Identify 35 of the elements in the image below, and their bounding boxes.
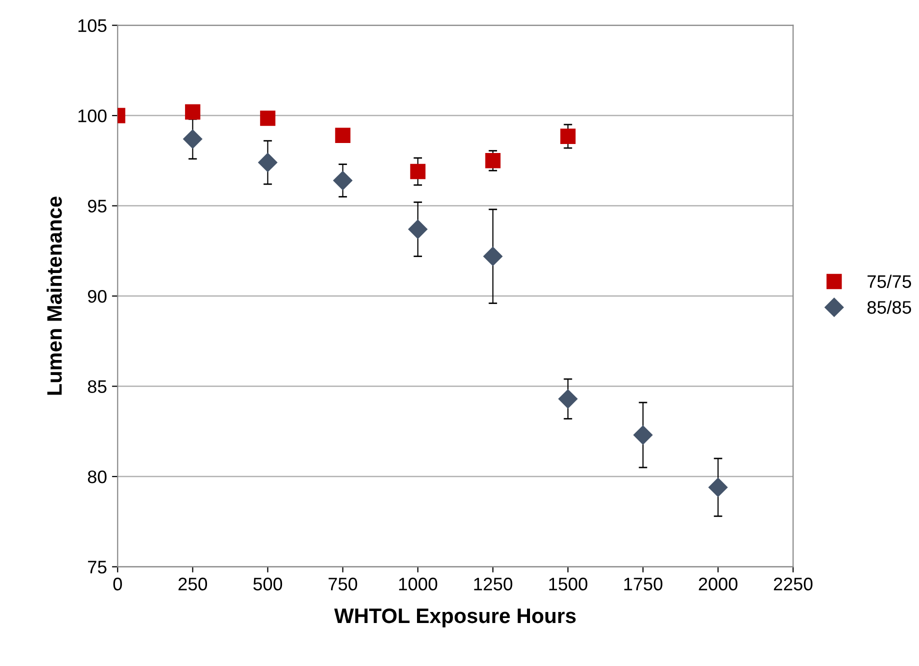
- y-tick-label: 95: [88, 200, 106, 213]
- legend-label: 85/85: [867, 300, 912, 314]
- point: [560, 128, 576, 144]
- y-tick-label: 100: [78, 109, 107, 122]
- y-axis-title: Lumen Maintenance: [46, 196, 62, 395]
- point: [410, 164, 426, 180]
- point: [333, 170, 352, 190]
- x-tick-label: 0: [113, 578, 122, 590]
- point: [485, 153, 501, 168]
- y-tick-label: 90: [88, 290, 107, 303]
- legend-label: 75/75: [868, 274, 912, 288]
- x-tick-label: 1750: [624, 578, 662, 590]
- x-tick-label: 750: [328, 578, 358, 590]
- x-tick-label: 1500: [549, 578, 588, 590]
- x-tick-label: 2000: [698, 578, 738, 590]
- point: [185, 104, 200, 120]
- x-tick-label: 1000: [399, 578, 438, 590]
- point: [558, 389, 578, 408]
- point: [183, 129, 202, 149]
- x-tick-label: 250: [178, 578, 208, 590]
- x-tick-label: 2250: [774, 578, 812, 590]
- x-tick-label: 500: [253, 578, 282, 590]
- y-tick-label: 80: [88, 470, 107, 484]
- point: [260, 110, 276, 126]
- point: [258, 152, 278, 172]
- point: [708, 478, 728, 497]
- y-tick-label: 105: [78, 19, 106, 32]
- point: [335, 128, 350, 144]
- x-axis-title: WHTOL Exposure Hours: [334, 608, 576, 628]
- point: [408, 220, 428, 239]
- point: [633, 425, 653, 445]
- point: [483, 246, 502, 266]
- x-tick-label: 1250: [474, 578, 512, 590]
- y-tick-label: 85: [88, 380, 106, 393]
- y-tick-label: 75: [88, 560, 106, 574]
